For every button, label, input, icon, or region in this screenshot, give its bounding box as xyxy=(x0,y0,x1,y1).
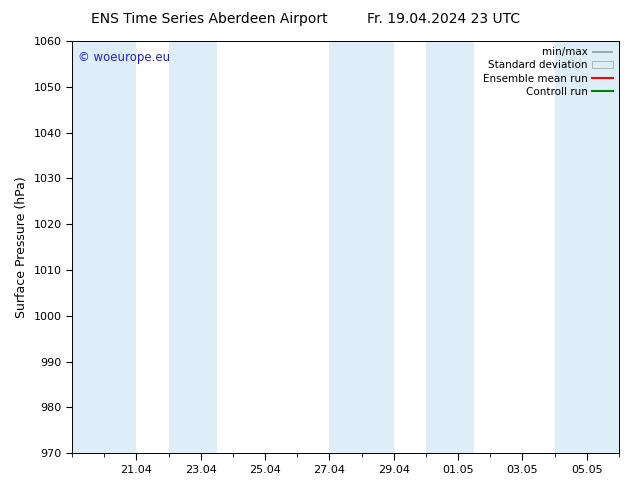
Bar xyxy=(169,41,217,453)
Y-axis label: Surface Pressure (hPa): Surface Pressure (hPa) xyxy=(15,176,28,318)
Bar xyxy=(426,41,474,453)
Text: ENS Time Series Aberdeen Airport: ENS Time Series Aberdeen Airport xyxy=(91,12,328,26)
Text: Fr. 19.04.2024 23 UTC: Fr. 19.04.2024 23 UTC xyxy=(367,12,521,26)
Legend: min/max, Standard deviation, Ensemble mean run, Controll run: min/max, Standard deviation, Ensemble me… xyxy=(479,43,617,101)
Text: © woeurope.eu: © woeurope.eu xyxy=(77,51,170,64)
Bar xyxy=(330,41,394,453)
Bar xyxy=(555,41,619,453)
Bar xyxy=(72,41,136,453)
